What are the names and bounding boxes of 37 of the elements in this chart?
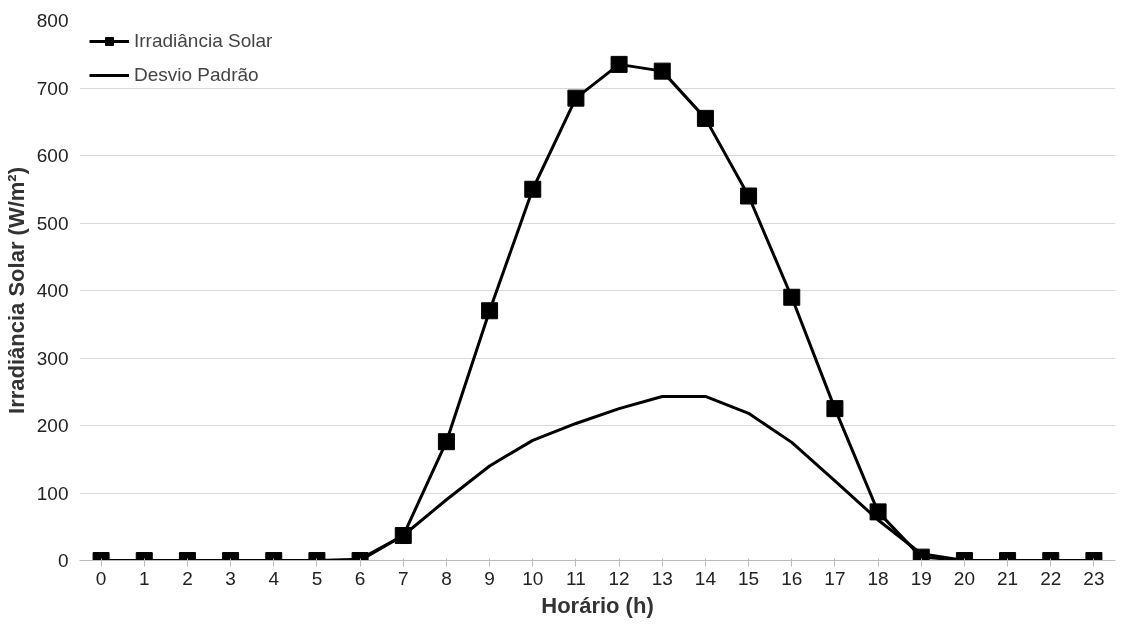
x-tick-label: 4 [268, 567, 280, 589]
x-tick-label: 0 [95, 567, 107, 589]
x-tick-label: 8 [441, 567, 452, 589]
legend-label: Desvio Padrão [134, 64, 259, 86]
x-tick-label: 3 [225, 567, 236, 589]
x-tick-label: 18 [867, 567, 889, 589]
y-tick-label: 600 [36, 145, 69, 166]
x-tick-label: 23 [1083, 567, 1105, 589]
y-tick-label: 200 [36, 415, 69, 436]
x-tick-label: 13 [651, 567, 673, 589]
x-tick-label: 11 [566, 567, 586, 589]
y-tick-label: 0 [57, 550, 69, 571]
x-axis-title: Horário (h) [541, 592, 654, 618]
x-tick-label: 21 [997, 567, 1019, 589]
x-tick-label: 2 [182, 567, 193, 589]
x-tick-label: 10 [522, 567, 544, 589]
x-tick-label: 7 [397, 567, 409, 589]
x-tick-label: 9 [484, 567, 495, 589]
y-tick-label: 100 [36, 482, 69, 504]
x-tick-label: 20 [953, 567, 975, 589]
x-tick-label: 14 [694, 567, 717, 589]
x-tick-label: 16 [781, 567, 803, 589]
x-tick-label: 6 [354, 567, 366, 589]
y-tick-label: 300 [36, 347, 69, 369]
x-tick-label: 17 [824, 567, 846, 589]
y-axis-title: Irradiância Solar (W/m²) [3, 167, 29, 414]
legend-label: Irradiância Solar [134, 30, 273, 52]
x-tick-label: 12 [608, 567, 630, 589]
y-tick-label: 400 [36, 280, 69, 301]
x-tick-label: 19 [910, 567, 932, 589]
y-tick-label: 800 [36, 10, 69, 31]
y-tick-label: 500 [36, 212, 69, 234]
x-tick-label: 15 [738, 567, 760, 589]
y-tick-label: 700 [36, 77, 69, 99]
x-tick-label: 5 [311, 567, 323, 589]
x-tick-label: 22 [1040, 567, 1062, 589]
x-tick-label: 1 [138, 567, 150, 589]
